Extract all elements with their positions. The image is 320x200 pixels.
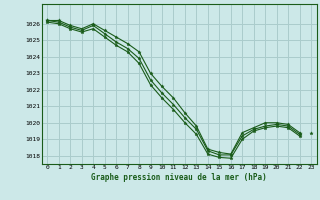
X-axis label: Graphe pression niveau de la mer (hPa): Graphe pression niveau de la mer (hPa) (91, 173, 267, 182)
